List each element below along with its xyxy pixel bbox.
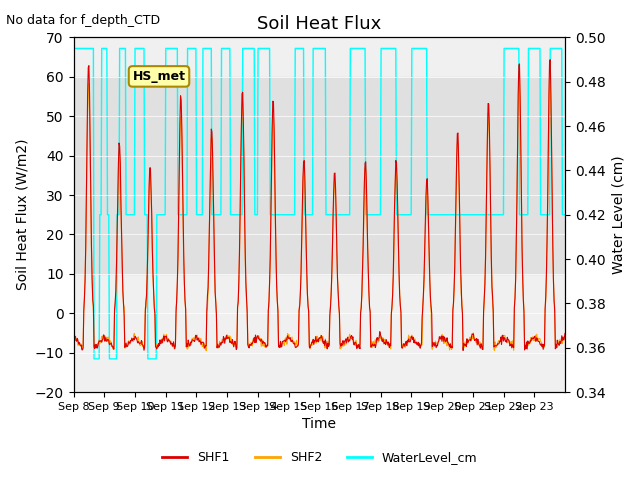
Y-axis label: Water Level (cm): Water Level (cm) [611, 156, 625, 274]
Y-axis label: Soil Heat Flux (W/m2): Soil Heat Flux (W/m2) [15, 139, 29, 290]
Text: HS_met: HS_met [132, 70, 186, 83]
Legend: SHF1, SHF2, WaterLevel_cm: SHF1, SHF2, WaterLevel_cm [157, 446, 483, 469]
Title: Soil Heat Flux: Soil Heat Flux [257, 15, 381, 33]
Bar [74, 77, 565, 274]
X-axis label: Time: Time [302, 418, 336, 432]
Text: No data for f_depth_CTD: No data for f_depth_CTD [6, 14, 161, 27]
